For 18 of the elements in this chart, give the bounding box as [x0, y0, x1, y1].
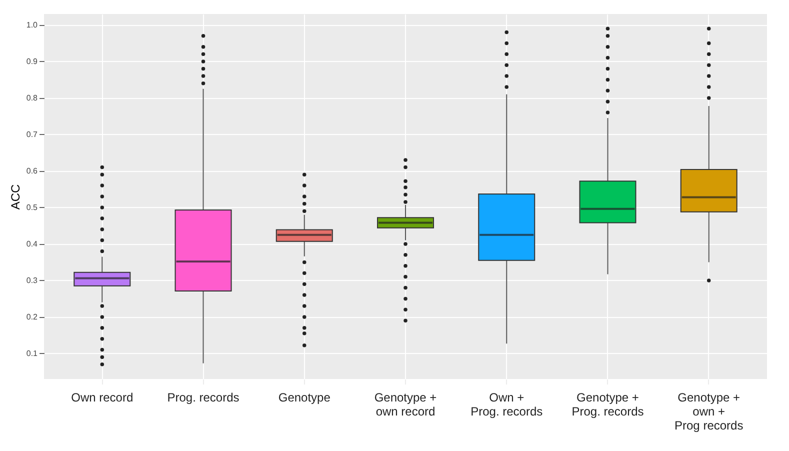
y-tick-label: 0.9	[26, 56, 38, 66]
y-tick-label: 0.2	[26, 312, 38, 322]
y-axis-title: ACC	[8, 184, 22, 210]
y-tick-label: 0.1	[26, 348, 38, 358]
y-tick-label: 1.0	[26, 20, 38, 30]
x-tick-label: Own record	[71, 390, 134, 404]
y-tick-label: 0.4	[26, 239, 38, 248]
y-tick-label: 0.7	[26, 130, 38, 139]
x-tick-label: Genotype	[278, 390, 331, 404]
x-tick-label: Genotype + own + Prog records	[674, 390, 744, 432]
x-tick-label: Prog. records	[167, 390, 240, 404]
y-tick-label: 0.5	[26, 202, 38, 212]
y-tick-label: 0.6	[26, 166, 38, 176]
y-tick-label: 0.8	[26, 93, 38, 102]
x-tick-label: Own + Prog. records	[470, 390, 543, 418]
x-tick-label: Genotype + Prog. records	[572, 390, 644, 418]
x-tick-label: Genotype + own record	[374, 390, 437, 418]
y-tick-label: 0.3	[26, 276, 38, 285]
